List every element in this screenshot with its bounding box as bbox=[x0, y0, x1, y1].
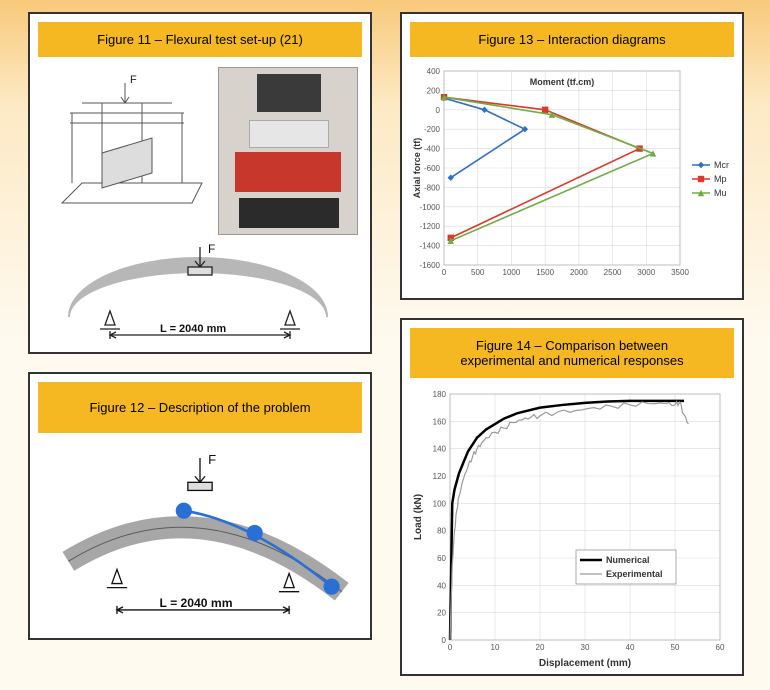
figure-14-title-l2: experimental and numerical responses bbox=[416, 353, 728, 368]
svg-text:0: 0 bbox=[436, 106, 441, 115]
figure-12-panel: Figure 12 – Description of the problem bbox=[28, 372, 372, 640]
svg-text:Moment (tf.cm): Moment (tf.cm) bbox=[530, 77, 595, 87]
svg-text:Mcr: Mcr bbox=[714, 160, 729, 170]
svg-text:1500: 1500 bbox=[536, 268, 554, 277]
svg-text:40: 40 bbox=[437, 581, 446, 590]
svg-text:40: 40 bbox=[626, 643, 635, 652]
svg-text:140: 140 bbox=[433, 445, 447, 454]
svg-text:2500: 2500 bbox=[604, 268, 622, 277]
svg-text:3000: 3000 bbox=[637, 268, 655, 277]
svg-text:0: 0 bbox=[448, 643, 453, 652]
svg-text:Experimental: Experimental bbox=[606, 569, 663, 579]
svg-text:20: 20 bbox=[536, 643, 545, 652]
svg-text:-200: -200 bbox=[424, 125, 441, 134]
svg-text:-1200: -1200 bbox=[420, 222, 441, 231]
force-label: F bbox=[130, 74, 137, 86]
figure-13-panel: Figure 13 – Interaction diagrams 0 500 100… bbox=[400, 12, 744, 300]
figure-12-title: Figure 12 – Description of the problem bbox=[38, 382, 362, 433]
load-displacement-chart: 0 10 20 30 40 50 60 0 20 40 60 80 100 120 140 160 180 Dis… bbox=[410, 384, 734, 670]
isometric-rig-icon: F bbox=[42, 63, 212, 233]
figure-11-body: F bbox=[38, 63, 362, 341]
figure-14-panel: Figure 14 – Comparison between experimen… bbox=[400, 318, 744, 676]
interaction-chart: 0500100015002000250030003500-1600-1400-1… bbox=[410, 63, 734, 287]
svg-text:-1000: -1000 bbox=[420, 203, 441, 212]
arc-diagram: F L = 2040 mm bbox=[38, 241, 362, 341]
svg-text:60: 60 bbox=[716, 643, 725, 652]
svg-text:2000: 2000 bbox=[570, 268, 588, 277]
svg-text:-600: -600 bbox=[424, 164, 441, 173]
figure-12-body: F L = 2040 mm bbox=[38, 439, 362, 633]
svg-text:F: F bbox=[208, 452, 216, 467]
figure-13-title: Figure 13 – Interaction diagrams bbox=[410, 22, 734, 57]
svg-text:100: 100 bbox=[433, 499, 447, 508]
svg-text:200: 200 bbox=[427, 86, 441, 95]
svg-text:80: 80 bbox=[437, 527, 446, 536]
svg-text:-1400: -1400 bbox=[420, 242, 441, 251]
svg-text:3500: 3500 bbox=[671, 268, 689, 277]
svg-text:30: 30 bbox=[581, 643, 590, 652]
svg-text:Displacement (mm): Displacement (mm) bbox=[539, 658, 631, 669]
figure-14-title-l1: Figure 14 – Comparison between bbox=[416, 338, 728, 353]
lab-photo-icon bbox=[218, 67, 358, 235]
svg-text:180: 180 bbox=[433, 390, 447, 399]
svg-text:60: 60 bbox=[437, 554, 446, 563]
svg-text:1000: 1000 bbox=[503, 268, 521, 277]
svg-text:Axial force (tf): Axial force (tf) bbox=[412, 138, 422, 199]
svg-text:50: 50 bbox=[671, 643, 680, 652]
svg-text:0: 0 bbox=[442, 636, 447, 645]
svg-text:10: 10 bbox=[491, 643, 500, 652]
svg-text:20: 20 bbox=[437, 609, 446, 618]
svg-text:F: F bbox=[208, 242, 215, 256]
figure-14-title: Figure 14 – Comparison between experimen… bbox=[410, 328, 734, 378]
svg-text:L = 2040 mm: L = 2040 mm bbox=[160, 323, 226, 335]
svg-text:160: 160 bbox=[433, 417, 447, 426]
svg-text:-400: -400 bbox=[424, 145, 441, 154]
svg-text:-800: -800 bbox=[424, 183, 441, 192]
svg-text:120: 120 bbox=[433, 472, 447, 481]
svg-text:Mu: Mu bbox=[714, 188, 727, 198]
svg-text:0: 0 bbox=[442, 268, 447, 277]
svg-text:Load (kN): Load (kN) bbox=[413, 494, 424, 540]
svg-text:Numerical: Numerical bbox=[606, 555, 650, 565]
figure-11-panel: Figure 11 – Flexural test set-up (21) F bbox=[28, 12, 372, 354]
svg-text:Mp: Mp bbox=[714, 174, 727, 184]
svg-text:400: 400 bbox=[427, 67, 441, 76]
svg-text:L = 2040 mm: L = 2040 mm bbox=[160, 596, 233, 610]
svg-text:-1600: -1600 bbox=[420, 261, 441, 270]
svg-text:500: 500 bbox=[471, 268, 485, 277]
figure-11-title: Figure 11 – Flexural test set-up (21) bbox=[38, 22, 362, 57]
